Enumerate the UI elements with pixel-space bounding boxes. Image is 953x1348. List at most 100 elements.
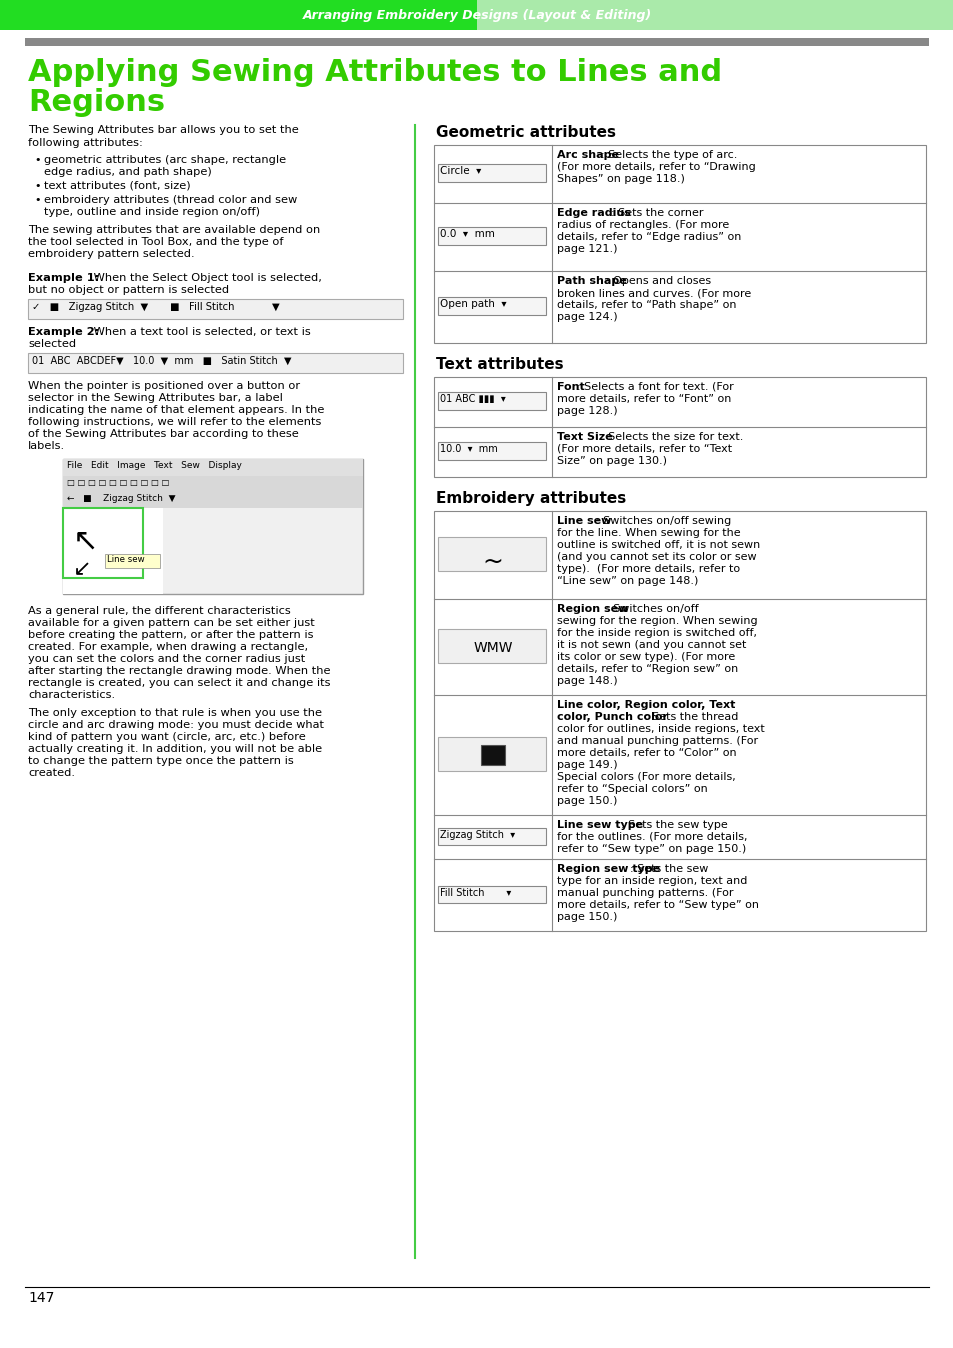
Text: following attributes:: following attributes: [28,137,143,148]
Text: indicating the name of that element appears. In the: indicating the name of that element appe… [28,404,324,415]
Text: ←   ■    Zigzag Stitch  ▼: ← ■ Zigzag Stitch ▼ [67,493,175,503]
Text: page 150.): page 150.) [557,913,617,922]
Text: When the pointer is positioned over a button or: When the pointer is positioned over a bu… [28,381,300,391]
Text: Geometric attributes: Geometric attributes [436,125,616,140]
Text: Size” on page 130.): Size” on page 130.) [557,456,666,466]
Text: Line sew type: Line sew type [557,820,642,830]
Text: (and you cannot set its color or sew: (and you cannot set its color or sew [557,551,756,562]
Text: color for outlines, inside regions, text: color for outlines, inside regions, text [557,724,764,735]
Bar [437,164,545,182]
Bar [480,745,504,766]
Text: details, refer to “Path shape” on: details, refer to “Path shape” on [557,301,736,310]
Text: text attributes (font, size): text attributes (font, size) [44,181,191,191]
Text: The only exception to that rule is when you use the: The only exception to that rule is when … [28,708,322,718]
Text: : Selects the size for text.: : Selects the size for text. [600,431,742,442]
Text: : Opens and closes: : Opens and closes [605,276,710,286]
Bar [63,460,363,594]
Text: Line sew: Line sew [557,516,611,526]
Text: Text Size: Text Size [557,431,612,442]
Text: it is not sewn (and you cannot set: it is not sewn (and you cannot set [557,640,745,650]
Text: Example 1:: Example 1: [28,274,99,283]
Bar [437,392,545,410]
Text: type for an inside region, text and: type for an inside region, text and [557,876,746,886]
Bar [434,511,925,931]
Bar [63,476,363,492]
Text: : Sets the sew type: : Sets the sew type [620,820,727,830]
Text: Arc shape: Arc shape [557,150,618,160]
Text: 01 ABC ▮▮▮  ▾: 01 ABC ▮▮▮ ▾ [439,394,505,404]
Text: •: • [34,155,40,164]
Text: : Sets the sew: : Sets the sew [630,864,708,874]
Text: : Sets the corner: : Sets the corner [610,208,702,218]
Text: Edge radius: Edge radius [557,208,630,218]
Text: the tool selected in Tool Box, and the type of: the tool selected in Tool Box, and the t… [28,237,283,247]
Bar [63,460,363,476]
Text: before creating the pattern, or after the pattern is: before creating the pattern, or after th… [28,630,314,640]
Text: As a general rule, the different characteristics: As a general rule, the different charact… [28,607,291,616]
Text: Path shape: Path shape [557,276,626,286]
Text: selector in the Sewing Attributes bar, a label: selector in the Sewing Attributes bar, a… [28,394,283,403]
Bar [63,508,163,594]
Text: edge radius, and path shape): edge radius, and path shape) [44,167,212,177]
Text: (For more details, refer to “Drawing: (For more details, refer to “Drawing [557,162,755,173]
Text: Line color, Region color, Text: Line color, Region color, Text [557,700,735,710]
Text: •: • [34,195,40,205]
Bar [0,0,476,30]
Text: Zigzag Stitch  ▾: Zigzag Stitch ▾ [439,830,515,840]
Text: radius of rectangles. (For more: radius of rectangles. (For more [557,220,728,231]
Bar [28,353,402,373]
Text: page 149.): page 149.) [557,760,617,770]
Text: Fill Stitch       ▾: Fill Stitch ▾ [439,888,511,898]
Bar [437,886,545,903]
Text: 147: 147 [28,1291,54,1305]
Text: for the line. When sewing for the: for the line. When sewing for the [557,528,740,538]
Text: details, refer to “Region sew” on: details, refer to “Region sew” on [557,665,738,674]
Text: selected: selected [28,338,76,349]
Text: : Sets the thread: : Sets the thread [644,712,738,723]
Text: and manual punching patterns. (For: and manual punching patterns. (For [557,736,758,745]
Text: 01  ABC  ABCDEF▼   10.0  ▼  mm   ■   Satin Stitch  ▼: 01 ABC ABCDEF▼ 10.0 ▼ mm ■ Satin Stitch … [32,356,292,367]
Bar [437,442,545,460]
Bar [437,226,545,245]
Text: page 150.): page 150.) [557,797,617,806]
Text: rectangle is created, you can select it and change its: rectangle is created, you can select it … [28,678,330,687]
Bar [434,377,925,477]
Text: for the inside region is switched off,: for the inside region is switched off, [557,628,757,638]
Text: Arranging Embroidery Designs (Layout & Editing): Arranging Embroidery Designs (Layout & E… [302,9,651,23]
Text: •: • [34,181,40,191]
Text: actually creating it. In addition, you will not be able: actually creating it. In addition, you w… [28,744,322,754]
Bar [476,0,953,30]
Bar [434,146,925,342]
Text: File   Edit   Image   Text   Sew   Display: File Edit Image Text Sew Display [67,461,242,470]
Text: Shapes” on page 118.): Shapes” on page 118.) [557,174,684,183]
Text: created.: created. [28,768,75,778]
Text: When a text tool is selected, or text is: When a text tool is selected, or text is [90,328,311,337]
Text: following instructions, we will refer to the elements: following instructions, we will refer to… [28,417,321,427]
Bar [437,630,545,663]
Text: : Selects the type of arc.: : Selects the type of arc. [600,150,737,160]
Bar [105,554,160,568]
Text: more details, refer to “Font” on: more details, refer to “Font” on [557,394,731,404]
Text: : Switches on/off: : Switches on/off [605,604,698,613]
Text: 0.0  ▾  mm: 0.0 ▾ mm [439,229,495,239]
Text: to change the pattern type once the pattern is: to change the pattern type once the patt… [28,756,294,766]
Text: Embroidery attributes: Embroidery attributes [436,491,625,506]
Text: Open path  ▾: Open path ▾ [439,299,506,309]
Bar [437,297,545,315]
Text: kind of pattern you want (circle, arc, etc.) before: kind of pattern you want (circle, arc, e… [28,732,305,741]
Text: page 121.): page 121.) [557,244,617,253]
Text: refer to “Sew type” on page 150.): refer to “Sew type” on page 150.) [557,844,745,855]
Text: Example 2:: Example 2: [28,328,99,337]
Text: page 124.): page 124.) [557,311,617,322]
Bar [25,38,928,46]
Text: Text attributes: Text attributes [436,357,563,372]
Text: embroidery pattern selected.: embroidery pattern selected. [28,249,194,259]
Text: Circle  ▾: Circle ▾ [439,166,481,177]
Text: The Sewing Attributes bar allows you to set the: The Sewing Attributes bar allows you to … [28,125,298,135]
Text: more details, refer to “Sew type” on: more details, refer to “Sew type” on [557,900,759,910]
Text: ↙: ↙ [73,559,91,580]
Text: “Line sew” on page 148.): “Line sew” on page 148.) [557,576,698,586]
Text: : Switches on/off sewing: : Switches on/off sewing [596,516,731,526]
Text: page 148.): page 148.) [557,675,617,686]
Text: refer to “Special colors” on: refer to “Special colors” on [557,785,707,794]
